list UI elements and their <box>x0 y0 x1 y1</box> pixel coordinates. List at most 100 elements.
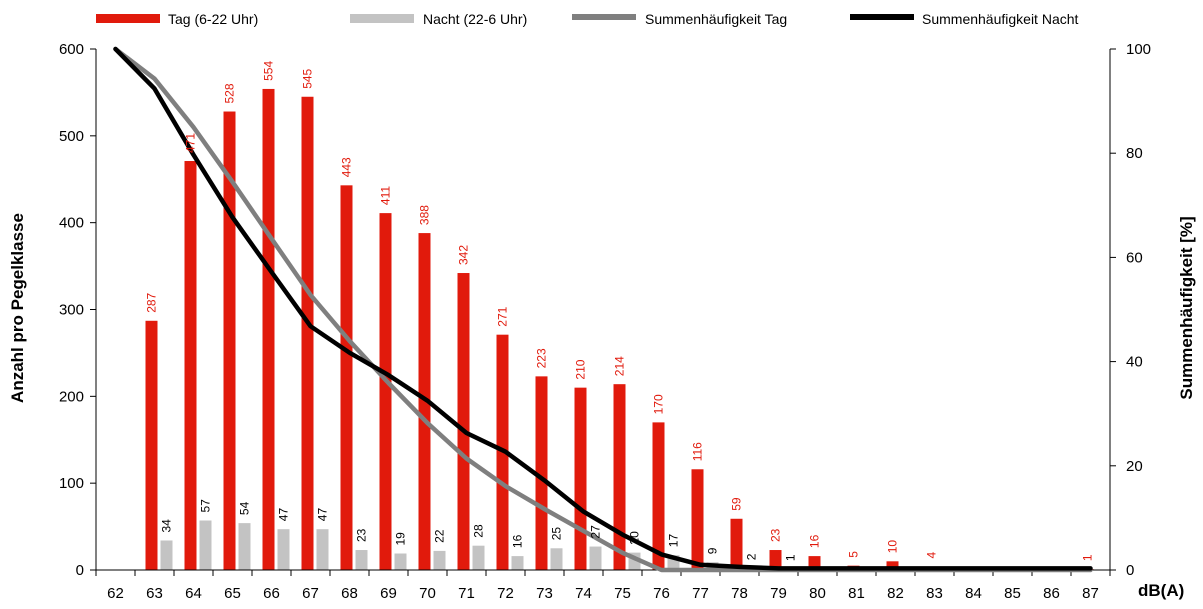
x-tick-label: 78 <box>731 585 748 602</box>
x-tick-label: 62 <box>107 585 124 602</box>
y2-tick-label: 20 <box>1126 458 1143 475</box>
x-tick-label: 72 <box>497 585 514 602</box>
data-label-night: 23 <box>355 528 369 542</box>
data-label-night: 25 <box>550 527 564 541</box>
y-tick-label: 300 <box>59 302 84 319</box>
data-label-day: 471 <box>184 133 198 153</box>
data-label-day: 545 <box>301 68 315 88</box>
data-label-night: 17 <box>667 534 681 548</box>
bar-day <box>535 376 548 570</box>
x-tick-label: 64 <box>185 585 202 602</box>
bar-day <box>184 161 197 570</box>
x-tick-label: 87 <box>1082 585 1099 602</box>
legend-label-cum-day: Summenhäufigkeit Tag <box>645 11 787 27</box>
data-label-night: 27 <box>589 525 603 539</box>
bar-day <box>691 469 704 570</box>
x-tick-label: 86 <box>1043 585 1060 602</box>
data-label-night: 54 <box>238 501 252 515</box>
y2-tick-label: 0 <box>1126 562 1134 579</box>
data-label-day: 4 <box>925 552 939 559</box>
bar-night <box>277 529 290 570</box>
data-label-day: 528 <box>223 83 237 103</box>
data-label-night: 1 <box>784 554 798 561</box>
data-label-night: 22 <box>433 529 447 543</box>
data-label-night: 57 <box>199 499 213 513</box>
data-label-night: 34 <box>160 519 174 533</box>
data-label-night: 16 <box>511 534 525 548</box>
data-label-night: 19 <box>394 532 408 546</box>
data-label-day: 388 <box>418 205 432 225</box>
x-tick-label: 79 <box>770 585 787 602</box>
bar-day <box>769 550 782 570</box>
y-tick-label: 200 <box>59 388 84 405</box>
legend-swatch-cum-night <box>850 14 914 20</box>
data-label-night: 20 <box>628 531 642 545</box>
bar-night <box>589 546 602 570</box>
y2-tick-label: 60 <box>1126 249 1143 266</box>
bar-day <box>262 88 275 571</box>
data-label-day: 342 <box>457 245 471 265</box>
bar-day <box>418 233 431 570</box>
bar-night <box>199 520 212 570</box>
data-label-day: 5 <box>847 551 861 558</box>
y2-tick-label: 100 <box>1126 41 1151 58</box>
bar-day <box>613 384 626 570</box>
bar-day <box>457 273 470 570</box>
x-tick-label: 81 <box>848 585 865 602</box>
legend-swatch-night <box>350 14 414 23</box>
x-tick-label: 70 <box>419 585 436 602</box>
x-tick-label: 83 <box>926 585 943 602</box>
data-label-night: 47 <box>316 508 330 522</box>
bar-night <box>238 523 251 570</box>
bar-night <box>472 545 485 570</box>
y2-axis-title: Summenhäufigkeit [%] <box>1177 216 1196 399</box>
x-tick-label: 80 <box>809 585 826 602</box>
line-cum-night <box>113 46 1093 571</box>
bar-night <box>433 550 446 570</box>
y-axis-title: Anzahl pro Pegelklasse <box>8 213 27 403</box>
y-tick-label: 0 <box>76 562 84 579</box>
data-label-day: 443 <box>340 157 354 177</box>
data-label-day: 1 <box>1081 554 1095 561</box>
x-tick-label: 84 <box>965 585 982 602</box>
legend-swatch-cum-day <box>572 14 636 20</box>
bar-night <box>550 548 563 570</box>
data-label-day: 59 <box>730 497 744 511</box>
bar-night <box>316 529 329 570</box>
data-label-day: 116 <box>691 442 705 461</box>
bar-day <box>379 213 392 571</box>
y-tick-label: 400 <box>59 215 84 232</box>
x-tick-label: 85 <box>1004 585 1021 602</box>
bar-day <box>730 518 743 570</box>
x-tick-label: 66 <box>263 585 280 602</box>
bar-night <box>160 540 173 570</box>
data-label-night: 2 <box>745 553 759 560</box>
x-tick-label: 77 <box>692 585 709 602</box>
y-tick-label: 600 <box>59 41 84 58</box>
data-label-day: 210 <box>574 359 588 379</box>
legend-label-night: Nacht (22-6 Uhr) <box>423 11 527 27</box>
legend-label-cum-night: Summenhäufigkeit Nacht <box>922 11 1079 27</box>
x-tick-label: 69 <box>380 585 397 602</box>
bar-night <box>355 550 368 570</box>
x-tick-label: 76 <box>653 585 670 602</box>
x-tick-label: 73 <box>536 585 553 602</box>
data-label-day: 23 <box>769 528 783 542</box>
line-cum-day <box>113 46 1093 573</box>
bar-day <box>574 387 587 570</box>
x-tick-label: 82 <box>887 585 904 602</box>
bar-day <box>340 185 353 570</box>
data-label-day: 170 <box>652 394 666 414</box>
legend: Tag (6-22 Uhr) Nacht (22-6 Uhr) Summenhä… <box>96 11 1079 27</box>
data-label-night: 9 <box>706 547 720 554</box>
data-label-day: 16 <box>808 534 822 548</box>
bar-night <box>511 556 524 570</box>
x-tick-label: 67 <box>302 585 319 602</box>
data-label-day: 287 <box>145 292 159 312</box>
bar-day <box>652 422 665 570</box>
x-tick-label: 68 <box>341 585 358 602</box>
bar-night <box>394 553 407 570</box>
data-label-day: 554 <box>262 61 276 81</box>
